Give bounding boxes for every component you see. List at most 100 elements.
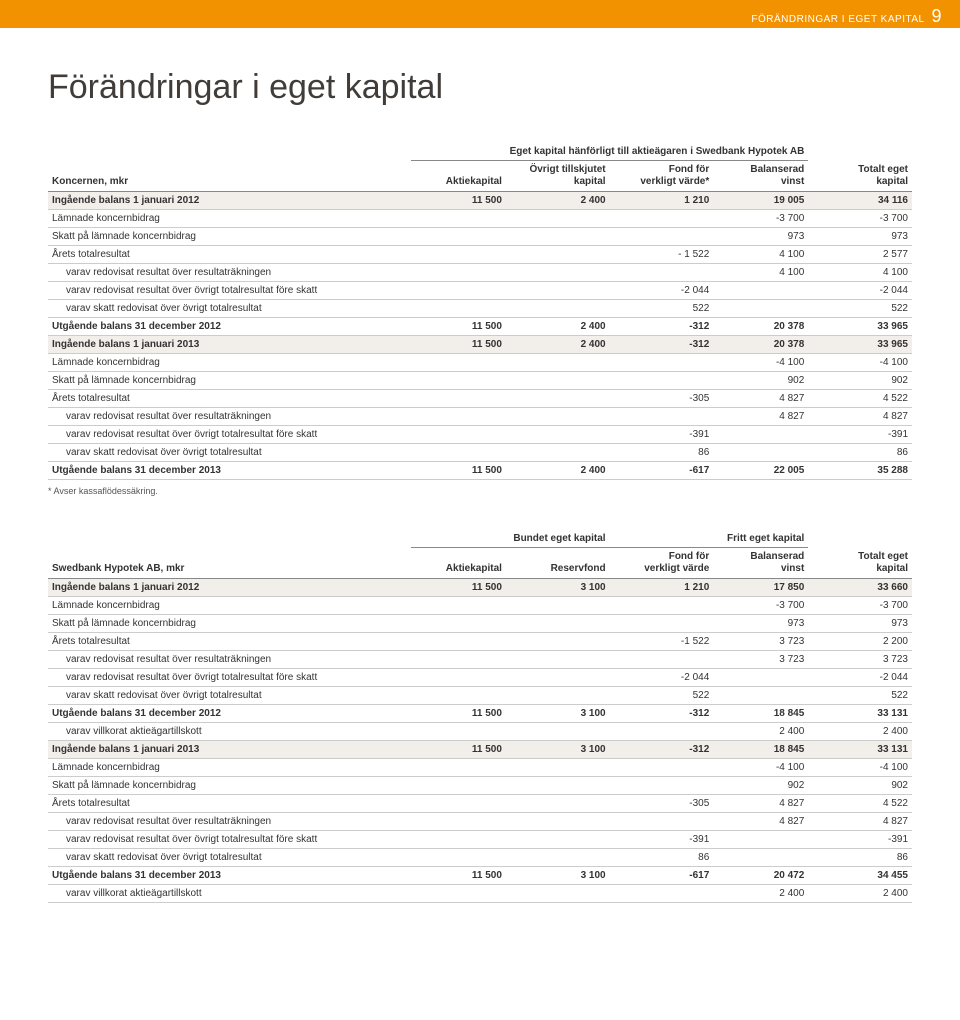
table-cell [411, 795, 506, 813]
table-cell: 4 827 [713, 813, 808, 831]
table-cell: Skatt på lämnade koncernbidrag [48, 777, 411, 795]
table-cell: Lämnade koncernbidrag [48, 354, 411, 372]
table-cell [411, 669, 506, 687]
col-header-cell: Totalt egetkapital [808, 161, 912, 192]
table-row: Utgående balans 31 december 201311 5003 … [48, 867, 912, 885]
table-row: Lämnade koncernbidrag-4 100-4 100 [48, 354, 912, 372]
col-header-cell: Balanseradvinst [713, 548, 808, 579]
table-cell [411, 210, 506, 228]
table-cell: 902 [713, 372, 808, 390]
table-cell: 11 500 [411, 867, 506, 885]
table-cell: 34 116 [808, 192, 912, 210]
table-cell: 973 [808, 228, 912, 246]
col-header-cell: Aktiekapital [411, 548, 506, 579]
table-cell: 20 378 [713, 336, 808, 354]
table-cell [506, 282, 610, 300]
table-cell: Skatt på lämnade koncernbidrag [48, 372, 411, 390]
table-cell: 2 400 [506, 192, 610, 210]
table-row: varav redovisat resultat över resultaträ… [48, 651, 912, 669]
table-cell [610, 777, 714, 795]
table-cell: 3 723 [808, 651, 912, 669]
table-cell [411, 444, 506, 462]
table-cell [506, 813, 610, 831]
table-cell: -305 [610, 795, 714, 813]
table-cell: 4 100 [713, 246, 808, 264]
table-cell: varav redovisat resultat över övrigt tot… [48, 669, 411, 687]
table-cell: 3 723 [713, 633, 808, 651]
table2-span-header-row: Bundet eget kapital Fritt eget kapital [48, 530, 912, 548]
table-cell [610, 210, 714, 228]
table-cell [411, 759, 506, 777]
table-row: Ingående balans 1 januari 201211 5002 40… [48, 192, 912, 210]
table-cell: varav skatt redovisat över övrigt totalr… [48, 300, 411, 318]
col-header-cell: Övrigt tillskjutetkapital [506, 161, 610, 192]
table-cell [610, 759, 714, 777]
table-cell [506, 390, 610, 408]
table-cell: 4 100 [713, 264, 808, 282]
table-cell: Ingående balans 1 januari 2012 [48, 192, 411, 210]
table-cell: -3 700 [713, 210, 808, 228]
table-cell: -4 100 [713, 354, 808, 372]
table-cell [411, 723, 506, 741]
table-cell: 2 400 [506, 336, 610, 354]
table-cell: Skatt på lämnade koncernbidrag [48, 228, 411, 246]
table-cell [411, 651, 506, 669]
table-cell [506, 246, 610, 264]
table1-span-header: Eget kapital hänförligt till aktieägaren… [411, 143, 808, 161]
col-header-cell: Reservfond [506, 548, 610, 579]
table-cell [411, 246, 506, 264]
table-row: varav redovisat resultat över övrigt tot… [48, 282, 912, 300]
table-cell: 33 660 [808, 579, 912, 597]
table-row: varav skatt redovisat över övrigt totalr… [48, 300, 912, 318]
col-header-cell: Koncernen, mkr [48, 161, 411, 192]
table-cell: Årets totalresultat [48, 246, 411, 264]
table-cell [713, 669, 808, 687]
table-cell [713, 426, 808, 444]
table-cell: Ingående balans 1 januari 2012 [48, 579, 411, 597]
table-cell: 33 965 [808, 318, 912, 336]
table-cell [610, 372, 714, 390]
table-cell [506, 426, 610, 444]
table-cell: 1 210 [610, 192, 714, 210]
table-cell: -2 044 [610, 669, 714, 687]
table-cell [411, 597, 506, 615]
page-title: Förändringar i eget kapital [48, 68, 912, 107]
table-cell: 11 500 [411, 462, 506, 480]
table-cell: 522 [610, 687, 714, 705]
table-cell: 35 288 [808, 462, 912, 480]
table-cell: 3 100 [506, 741, 610, 759]
table-cell [506, 444, 610, 462]
table-cell: 973 [808, 615, 912, 633]
table-cell: 11 500 [411, 336, 506, 354]
table-cell [411, 777, 506, 795]
table1-col-header: Koncernen, mkrAktiekapitalÖvrigt tillskj… [48, 161, 912, 192]
table-cell: Årets totalresultat [48, 390, 411, 408]
table-cell: 902 [808, 372, 912, 390]
table-cell: 4 827 [808, 813, 912, 831]
table-cell: 3 100 [506, 705, 610, 723]
table-cell [506, 210, 610, 228]
table-cell [411, 849, 506, 867]
table-cell [411, 687, 506, 705]
table-cell: -305 [610, 390, 714, 408]
table-cell [411, 390, 506, 408]
table-cell: 902 [713, 777, 808, 795]
col-header-cell: Balanseradvinst [713, 161, 808, 192]
table-cell [506, 633, 610, 651]
table-row: varav redovisat resultat över övrigt tot… [48, 669, 912, 687]
table-cell [506, 651, 610, 669]
table-row: Skatt på lämnade koncernbidrag 902902 [48, 372, 912, 390]
table-cell [411, 813, 506, 831]
table-cell: -391 [808, 831, 912, 849]
table-cell: 2 400 [506, 462, 610, 480]
table-cell: -312 [610, 705, 714, 723]
table-cell: 2 400 [808, 723, 912, 741]
table2-body: Ingående balans 1 januari 2012 11 500 3 10… [48, 579, 912, 903]
table-row: Lämnade koncernbidrag-3 700-3 700 [48, 597, 912, 615]
table-cell: -617 [610, 462, 714, 480]
table-cell: varav skatt redovisat över övrigt totalr… [48, 687, 411, 705]
table-cell: 2 400 [808, 885, 912, 903]
table-cell [506, 723, 610, 741]
table-cell: -1 522 [610, 633, 714, 651]
table-cell: 11 500 [411, 192, 506, 210]
